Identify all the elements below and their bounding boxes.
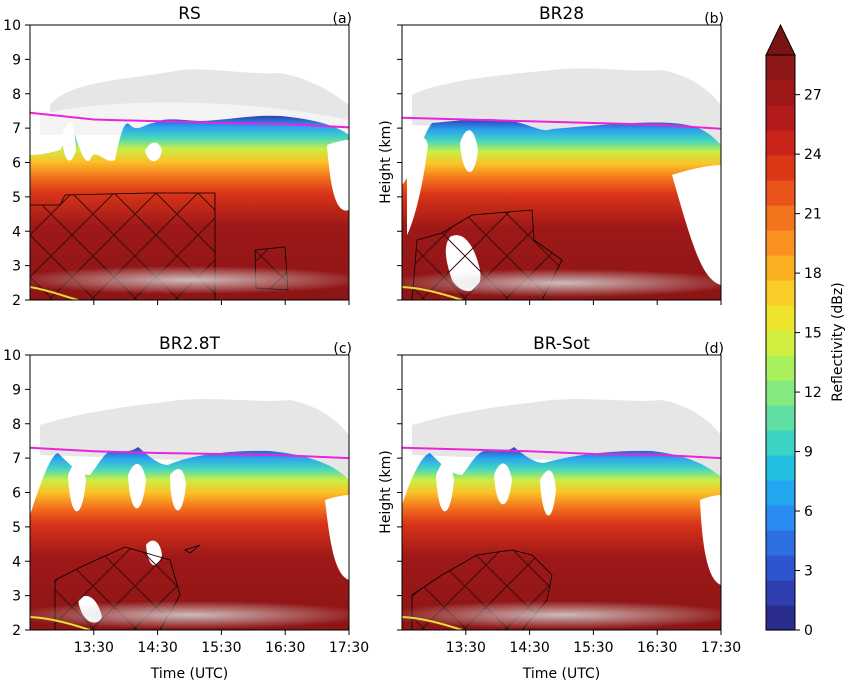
colorbar-level xyxy=(766,555,795,581)
melting-layer-line xyxy=(402,116,721,130)
panel-br28t: 2 3 4 5 6 7 8 9 10 13:30 14:30 15:30 16:30 17:30 Tim… xyxy=(3,334,369,681)
x-tick-label: 16:30 xyxy=(265,640,305,656)
melting-layer-line xyxy=(30,111,349,129)
colorbar-level xyxy=(766,130,795,156)
y-tick-label: 10 xyxy=(3,18,21,34)
colorbar-tick-label: 12 xyxy=(804,385,822,401)
colorbar-extend-triangle xyxy=(765,23,796,56)
colorbar-level xyxy=(766,430,795,456)
colorbar-level xyxy=(766,155,795,181)
colorbar-level xyxy=(766,55,795,81)
x-axis-label: Time (UTC) xyxy=(522,666,600,681)
colorbar-level xyxy=(766,255,795,281)
y-tick-label: 6 xyxy=(12,156,21,172)
colorbar: 0 3 6 9 12 15 18 21 24 27 Reflectivity (dBz) xyxy=(765,23,846,639)
y-tick-label: 9 xyxy=(12,382,21,398)
y-ticks: 2 3 4 5 6 7 8 9 10 xyxy=(3,18,30,309)
x-tick-label: 15:30 xyxy=(201,640,241,656)
colorbar-tick-label: 6 xyxy=(804,504,813,520)
y-tick-label: 9 xyxy=(12,52,21,68)
x-tick-label: 17:30 xyxy=(701,640,741,656)
y-ticks xyxy=(397,354,402,631)
colorbar-level xyxy=(766,530,795,556)
colorbar-level xyxy=(766,330,795,356)
y-tick-label: 5 xyxy=(12,190,21,206)
x-tick-label: 13:30 xyxy=(446,640,486,656)
panel-title: BR28 xyxy=(539,4,584,24)
y-tick-label: 6 xyxy=(12,486,21,502)
colorbar-level xyxy=(766,405,795,431)
colorbar-tick-label: 24 xyxy=(804,147,822,163)
colorbar-level xyxy=(766,180,795,206)
colorbar-tick-label: 27 xyxy=(804,88,822,104)
melting-layer-line xyxy=(30,446,349,460)
panel-title: RS xyxy=(178,4,201,24)
x-tick-label: 13:30 xyxy=(74,640,114,656)
x-tick-label: 17:30 xyxy=(329,640,369,656)
panel-tag: (b) xyxy=(704,11,724,27)
colorbar-level xyxy=(766,305,795,331)
x-ticks: 13:30 14:30 15:30 16:30 17:30 xyxy=(446,630,741,656)
panel-tag: (d) xyxy=(704,341,724,357)
y-tick-label: 3 xyxy=(12,259,21,275)
colorbar-level xyxy=(766,505,795,531)
colorbar-tick-label: 0 xyxy=(804,623,813,639)
colorbar-level xyxy=(766,80,795,106)
x-tick-label: 16:30 xyxy=(637,640,677,656)
y-tick-label: 4 xyxy=(12,224,21,240)
y-tick-label: 8 xyxy=(12,87,21,103)
panel-br28: Height (km) BR28 (b) xyxy=(378,4,724,305)
y-tick-label: 2 xyxy=(12,623,21,639)
x-ticks: 13:30 14:30 15:30 16:30 17:30 xyxy=(74,630,369,656)
colorbar-tick-label: 9 xyxy=(804,445,813,461)
y-tick-label: 7 xyxy=(12,451,21,467)
colorbar-scale xyxy=(766,55,795,631)
y-ticks xyxy=(397,24,402,301)
colorbar-level xyxy=(766,580,795,606)
colorbar-level xyxy=(766,480,795,506)
colorbar-label: Reflectivity (dBz) xyxy=(830,282,846,401)
colorbar-tick-label: 3 xyxy=(804,564,813,580)
y-tick-label: 5 xyxy=(12,520,21,536)
panel-br-sot: 13:30 14:30 15:30 16:30 17:30 Height (km) Ti… xyxy=(378,334,741,681)
y-tick-label: 4 xyxy=(12,554,21,570)
panel-rs: 2 3 4 5 6 7 8 9 10 RS (a) xyxy=(3,4,352,309)
colorbar-level xyxy=(766,105,795,131)
x-axis-label: Time (UTC) xyxy=(150,666,228,681)
colorbar-level xyxy=(766,355,795,381)
colorbar-tick-label: 21 xyxy=(804,207,822,223)
x-tick-label: 14:30 xyxy=(509,640,549,656)
colorbar-ticks: 0 3 6 9 12 15 18 21 24 27 xyxy=(795,88,822,639)
melting-layer-line xyxy=(402,446,721,460)
panel-tag: (c) xyxy=(333,341,352,357)
y-tick-label: 10 xyxy=(3,348,21,364)
colorbar-level xyxy=(766,230,795,256)
colorbar-tick-label: 15 xyxy=(804,326,822,342)
colorbar-level xyxy=(766,380,795,406)
x-ticks xyxy=(93,300,350,305)
x-tick-label: 14:30 xyxy=(137,640,177,656)
y-axis-label: Height (km) xyxy=(378,450,394,533)
colorbar-tick-label: 18 xyxy=(804,266,822,282)
colorbar-level xyxy=(766,205,795,231)
y-tick-label: 3 xyxy=(12,589,21,605)
panel-title: BR-Sot xyxy=(533,334,590,354)
colorbar-level xyxy=(766,455,795,481)
colorbar-level xyxy=(766,605,795,631)
panel-title: BR2.8T xyxy=(159,334,221,354)
colorbar-level xyxy=(766,280,795,306)
y-tick-label: 7 xyxy=(12,121,21,137)
x-tick-label: 15:30 xyxy=(573,640,613,656)
y-ticks: 2 3 4 5 6 7 8 9 10 xyxy=(3,348,30,639)
panel-tag: (a) xyxy=(332,11,352,27)
y-tick-label: 8 xyxy=(12,417,21,433)
y-axis-label: Height (km) xyxy=(378,120,394,203)
x-ticks xyxy=(465,300,722,305)
y-tick-label: 2 xyxy=(12,293,21,309)
